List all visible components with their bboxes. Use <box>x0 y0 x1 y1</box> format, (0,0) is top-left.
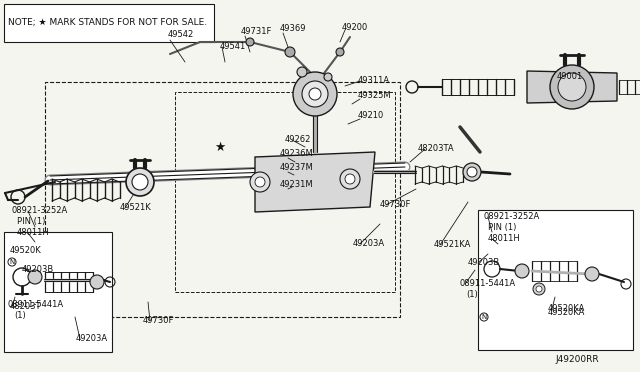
Text: 49369: 49369 <box>280 24 307 33</box>
Text: 49203A: 49203A <box>353 239 385 248</box>
Text: 49520KA: 49520KA <box>548 304 586 313</box>
Text: 08911-5441A: 08911-5441A <box>8 300 64 309</box>
Text: 49203B: 49203B <box>22 265 54 274</box>
Text: 48203T: 48203T <box>10 302 42 311</box>
Circle shape <box>132 174 148 190</box>
Text: 08911-5441A: 08911-5441A <box>460 279 516 288</box>
Circle shape <box>293 72 337 116</box>
Text: (1): (1) <box>14 311 26 320</box>
Text: 49521KA: 49521KA <box>434 240 472 249</box>
Text: 49200: 49200 <box>342 23 368 32</box>
Circle shape <box>515 264 529 278</box>
Text: PIN (1): PIN (1) <box>17 217 45 226</box>
Text: 49542: 49542 <box>168 30 195 39</box>
Text: J49200RR: J49200RR <box>555 355 598 364</box>
Bar <box>4 232 112 352</box>
Text: N: N <box>10 259 15 265</box>
Bar <box>45 82 400 317</box>
Circle shape <box>324 73 332 81</box>
Text: PIN (1): PIN (1) <box>488 223 516 232</box>
Text: NOTE; ★ MARK STANDS FOR NOT FOR SALE.: NOTE; ★ MARK STANDS FOR NOT FOR SALE. <box>8 19 207 28</box>
Circle shape <box>345 174 355 184</box>
Circle shape <box>28 270 42 284</box>
Circle shape <box>255 177 265 187</box>
Circle shape <box>309 88 321 100</box>
Text: 49521K: 49521K <box>120 203 152 212</box>
Text: 49001: 49001 <box>557 72 583 81</box>
Text: 49325M: 49325M <box>358 91 392 100</box>
Text: 49236M: 49236M <box>280 149 314 158</box>
Circle shape <box>463 163 481 181</box>
Circle shape <box>126 168 154 196</box>
Text: 49262: 49262 <box>285 135 312 144</box>
Text: 49311A: 49311A <box>358 76 390 85</box>
Text: 08921-3252A: 08921-3252A <box>12 206 68 215</box>
Text: 49730F: 49730F <box>143 316 174 325</box>
Text: 49730F: 49730F <box>380 200 412 209</box>
Text: 49237M: 49237M <box>280 163 314 172</box>
Polygon shape <box>255 152 375 212</box>
Circle shape <box>536 286 542 292</box>
Bar <box>478 210 633 350</box>
Circle shape <box>558 73 586 101</box>
Circle shape <box>297 67 307 77</box>
Bar <box>175 92 395 292</box>
Text: 49541: 49541 <box>220 42 246 51</box>
Text: 49203A: 49203A <box>76 334 108 343</box>
Polygon shape <box>527 71 617 103</box>
Circle shape <box>336 48 344 56</box>
Text: 48011H: 48011H <box>488 234 521 243</box>
Text: 49210: 49210 <box>358 111 384 120</box>
Text: 49203B: 49203B <box>468 258 500 267</box>
Text: (1): (1) <box>466 290 477 299</box>
Text: N: N <box>481 314 486 320</box>
Circle shape <box>246 38 254 46</box>
Circle shape <box>585 267 599 281</box>
Circle shape <box>285 47 295 57</box>
Circle shape <box>340 169 360 189</box>
Circle shape <box>467 167 477 177</box>
Circle shape <box>302 81 328 107</box>
Bar <box>4 4 214 42</box>
Circle shape <box>533 283 545 295</box>
Text: 49731F: 49731F <box>241 27 273 36</box>
Text: 49520KA: 49520KA <box>548 308 586 317</box>
Text: 48203TA: 48203TA <box>418 144 454 153</box>
Text: ★: ★ <box>214 141 226 154</box>
Text: 48011H: 48011H <box>17 228 50 237</box>
Text: 49520K: 49520K <box>10 246 42 255</box>
Text: 49231M: 49231M <box>280 180 314 189</box>
Circle shape <box>250 172 270 192</box>
Text: 08921-3252A: 08921-3252A <box>483 212 540 221</box>
Circle shape <box>90 275 104 289</box>
Circle shape <box>550 65 594 109</box>
